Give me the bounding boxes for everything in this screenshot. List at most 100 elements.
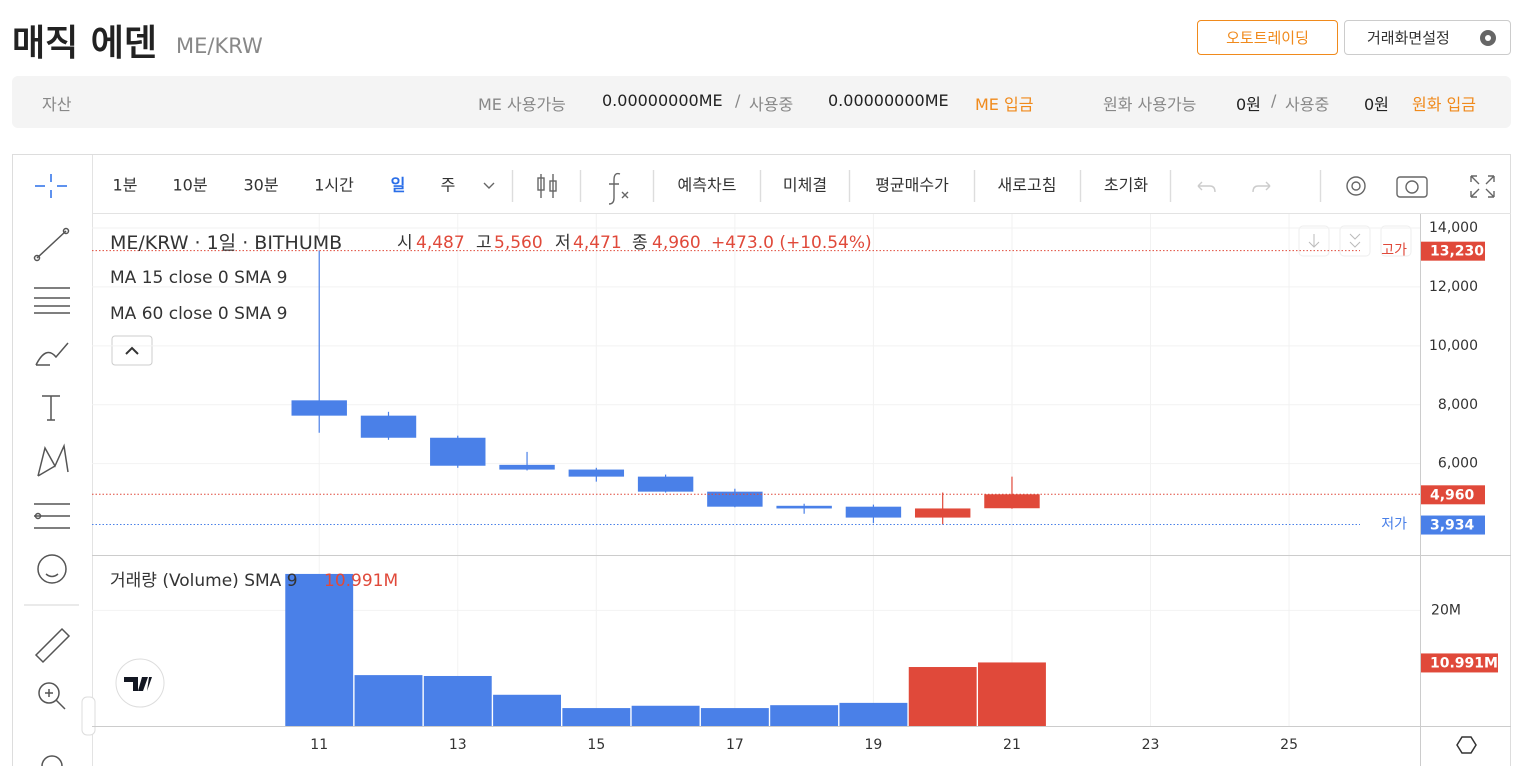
tool-button[interactable]: 초기화 <box>1104 176 1148 195</box>
tool-button[interactable]: 평균매수가 <box>875 176 949 195</box>
y-tick-label: 14,000 <box>1429 220 1478 236</box>
tool-button[interactable]: 새로고침 <box>998 176 1057 195</box>
volume-bar <box>978 662 1046 726</box>
krw-in-use: 0원 <box>1364 95 1389 114</box>
chart-title: ME/KRW · 1일 · BITHUMB <box>110 232 342 254</box>
interval-button[interactable]: 일 <box>391 176 406 195</box>
pair: ME/KRW <box>176 34 263 58</box>
balance-bar <box>12 76 1511 128</box>
x-tick-label: 25 <box>1280 737 1298 753</box>
volume-tag <box>1420 653 1498 673</box>
volume-tag-label: 10.991M <box>1430 655 1498 671</box>
chart-border <box>12 154 1511 766</box>
krw-in-use-label: 사용중 <box>1285 95 1330 114</box>
interval-button[interactable]: 1분 <box>113 176 138 195</box>
price-line-label: 저가 <box>1381 517 1407 533</box>
coin-in-use-label: 사용중 <box>749 95 794 114</box>
y-tick-label: 6,000 <box>1438 456 1478 472</box>
asset-label: 자산 <box>42 95 72 114</box>
indicator-label: MA 60 close 0 SMA 9 <box>110 304 287 324</box>
pane-buttons[interactable] <box>111 225 1412 366</box>
y-tick-label: 12,000 <box>1429 279 1478 295</box>
settings-label: 거래화면설정 <box>1367 29 1450 47</box>
volume-bar <box>562 708 631 726</box>
y-tick-label: 8,000 <box>1438 397 1478 413</box>
krw-available: 0원 <box>1236 95 1261 114</box>
interval-button[interactable]: 주 <box>441 176 456 195</box>
krw-deposit[interactable]: 원화 입금 <box>1412 95 1476 114</box>
price-tag-label: 3,934 <box>1430 518 1475 534</box>
volume-bar <box>631 705 700 726</box>
settings-button[interactable]: 거래화면설정 <box>1344 20 1511 55</box>
coin-deposit[interactable]: ME 입금 <box>975 95 1034 114</box>
x-tick-label: 19 <box>865 737 883 753</box>
legend-low: 4,471 <box>573 233 622 253</box>
toolbar-icons[interactable] <box>483 170 1495 205</box>
tv-logo <box>115 658 165 708</box>
coin-in-use: 0.00000000ME <box>828 91 949 110</box>
interval-button[interactable]: 30분 <box>243 176 278 195</box>
candle-body <box>707 491 763 507</box>
legend-change: +473.0 (+10.54%) <box>711 233 872 253</box>
coin-available: 0.00000000ME <box>602 91 723 110</box>
price-tag-label: 4,960 <box>1430 487 1475 503</box>
volume-bar <box>354 675 423 726</box>
candle-body <box>360 415 417 438</box>
candle-body <box>984 494 1040 509</box>
title: 매직 에덴 <box>12 23 158 64</box>
volume-bar <box>285 573 354 726</box>
price-tag <box>1420 515 1485 535</box>
y-tick-label: 10,000 <box>1429 338 1478 354</box>
legend-high: 5,560 <box>494 233 543 253</box>
legend-close-label: 종 <box>632 233 648 253</box>
legend-close: 4,960 <box>652 233 701 253</box>
candle-body <box>845 506 902 518</box>
separator: / <box>735 91 741 110</box>
y-tick-label: 20M <box>1431 602 1461 618</box>
x-tick-label: 17 <box>726 737 744 753</box>
x-tick-label: 15 <box>587 737 605 753</box>
tool-button[interactable]: 미체결 <box>783 176 827 195</box>
volume-legend-value: 10.991M <box>324 571 398 591</box>
price-tag-label: 13,230 <box>1430 244 1484 260</box>
auto-trading-button[interactable]: 오토트레이딩 <box>1197 20 1338 55</box>
coin-available-label: ME 사용가능 <box>478 95 566 114</box>
legend-low-label: 저 <box>555 233 571 253</box>
volume-bar <box>700 708 769 726</box>
candle-body <box>499 464 555 470</box>
axis-settings-icon[interactable] <box>1456 736 1477 754</box>
tool-button[interactable]: 예측차트 <box>678 176 737 195</box>
x-tick-label: 23 <box>1142 737 1160 753</box>
candle-body <box>776 505 832 509</box>
drawing-tools[interactable] <box>24 174 79 766</box>
candle-body <box>637 476 694 492</box>
legend-open-label: 시 <box>397 233 413 253</box>
legend-high-label: 고 <box>476 233 492 253</box>
volume-title: 거래량 (Volume) SMA 9 <box>110 571 298 591</box>
legend-open: 4,487 <box>416 233 465 253</box>
collapse-tab[interactable] <box>81 696 96 736</box>
candle-body <box>430 437 486 466</box>
candle-body <box>914 508 971 518</box>
volume-bar <box>423 675 492 726</box>
volume-bar <box>493 694 561 726</box>
gear-icon <box>1480 30 1496 46</box>
volume-bar <box>908 667 977 726</box>
x-tick-label: 11 <box>310 737 328 753</box>
price-tag <box>1420 485 1485 505</box>
candle-body <box>291 400 347 416</box>
price-line-label: 고가 <box>1381 243 1407 259</box>
volume-bar <box>770 705 839 726</box>
indicator-label: MA 15 close 0 SMA 9 <box>110 268 287 288</box>
separator: / <box>1271 91 1277 110</box>
candle-body <box>568 469 625 477</box>
interval-button[interactable]: 10분 <box>172 176 207 195</box>
x-tick-label: 21 <box>1003 737 1021 753</box>
volume-legend: 거래량 (Volume) SMA 9 10.991M <box>110 571 398 591</box>
interval-button[interactable]: 1시간 <box>314 176 354 195</box>
krw-available-label: 원화 사용가능 <box>1103 95 1197 114</box>
price-tag <box>1420 241 1485 261</box>
x-tick-label: 13 <box>449 737 467 753</box>
